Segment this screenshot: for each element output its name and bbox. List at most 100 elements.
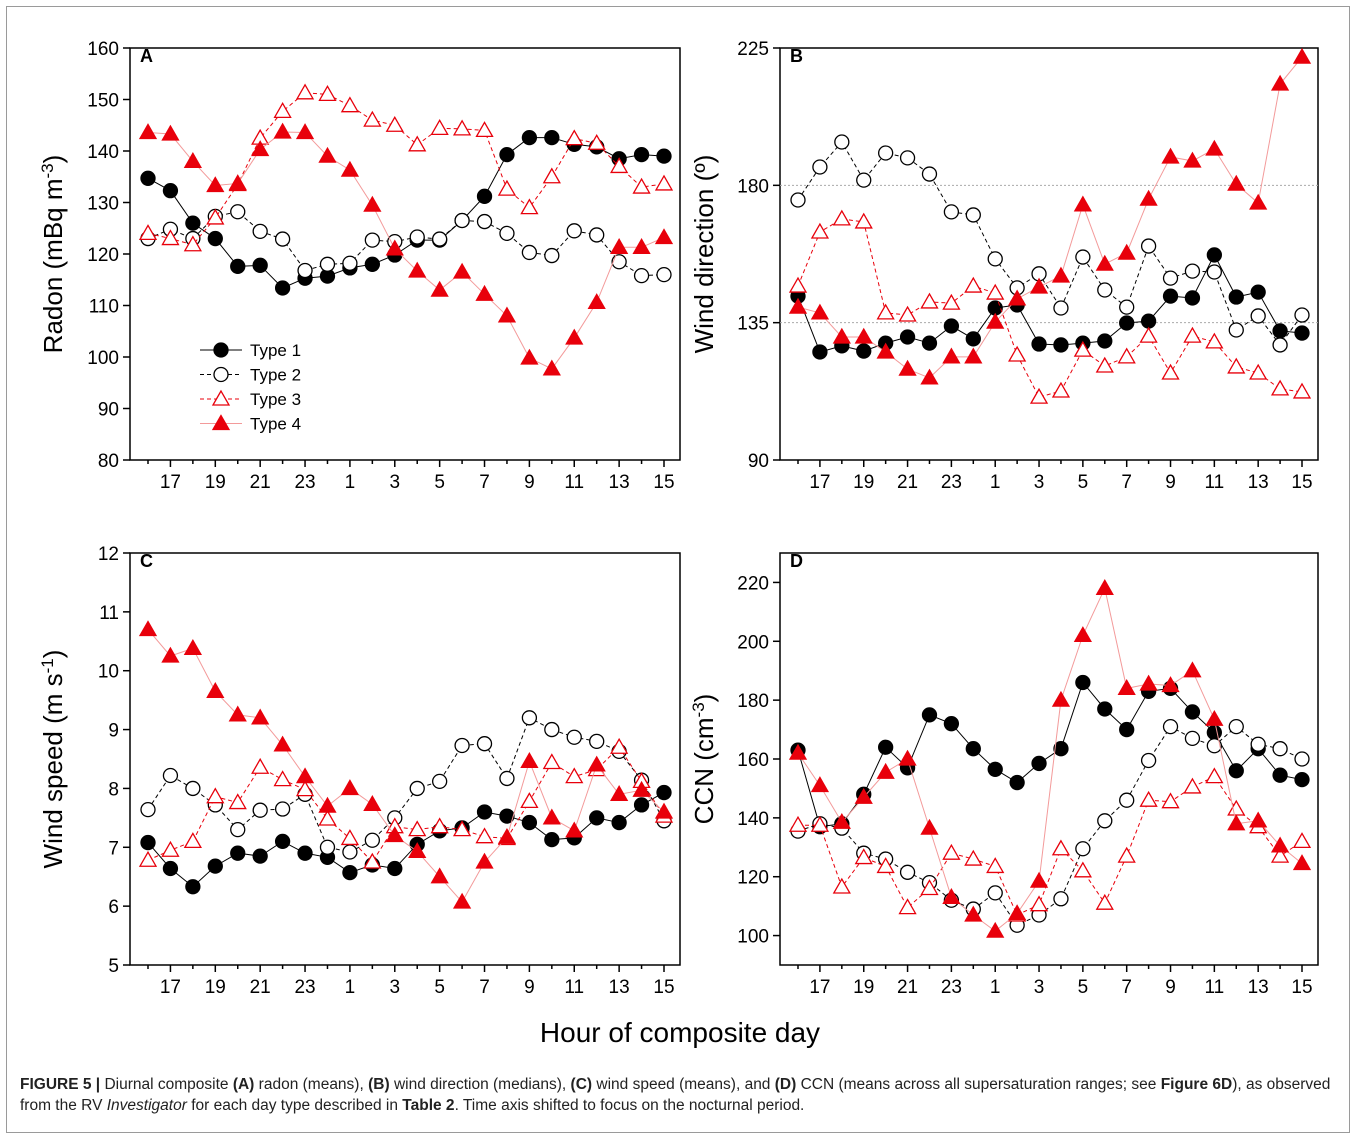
series-line <box>147 792 665 888</box>
x-tick-label: 23 <box>294 472 315 493</box>
marker <box>520 348 539 365</box>
marker <box>1292 854 1312 871</box>
marker <box>1294 771 1310 788</box>
marker <box>273 122 292 139</box>
marker <box>832 327 851 344</box>
marker <box>340 160 360 177</box>
marker <box>1228 763 1244 779</box>
x-tick-label: 11 <box>1204 977 1224 998</box>
marker <box>656 266 672 283</box>
x-tick-label: 1 <box>990 472 1001 493</box>
marker <box>566 223 582 239</box>
marker <box>942 888 961 904</box>
marker <box>565 821 584 838</box>
marker <box>1227 799 1246 816</box>
marker <box>1031 336 1047 352</box>
marker <box>1206 724 1222 741</box>
marker <box>1140 752 1157 769</box>
marker <box>274 801 291 817</box>
marker <box>161 646 180 663</box>
marker <box>162 767 179 784</box>
marker <box>986 312 1005 329</box>
marker <box>788 276 808 293</box>
marker <box>252 802 268 818</box>
marker <box>542 808 561 825</box>
marker <box>810 303 830 320</box>
x-tick-label: 9 <box>524 472 535 493</box>
marker <box>1051 381 1071 398</box>
marker <box>1227 357 1246 374</box>
x-tick-label: 9 <box>1165 977 1176 998</box>
marker <box>987 885 1003 901</box>
marker <box>475 852 494 869</box>
marker <box>162 860 179 877</box>
marker <box>1228 289 1244 305</box>
marker <box>520 752 539 769</box>
marker <box>632 237 651 254</box>
marker <box>986 857 1005 874</box>
marker <box>1227 174 1246 191</box>
marker <box>899 864 916 880</box>
x-tick-label: 17 <box>809 977 830 998</box>
marker <box>1161 792 1180 809</box>
marker <box>1249 193 1268 210</box>
marker <box>1051 266 1071 283</box>
marker <box>185 780 201 797</box>
marker <box>274 231 291 247</box>
y-tick-label: 6 <box>108 897 119 918</box>
marker <box>876 342 895 359</box>
marker <box>964 347 983 364</box>
y-tick-label: 120 <box>87 245 119 266</box>
marker <box>1029 871 1049 888</box>
marker <box>251 708 270 725</box>
y-axis-title: Wind direction (º) <box>689 155 719 354</box>
marker <box>251 757 270 774</box>
marker <box>521 814 538 831</box>
marker <box>611 254 627 270</box>
marker <box>432 231 448 247</box>
marker <box>854 787 873 804</box>
series-line <box>797 56 1303 379</box>
y-tick-label: 220 <box>737 573 769 594</box>
marker <box>1270 846 1290 863</box>
marker <box>542 753 561 770</box>
marker <box>1183 151 1202 168</box>
marker <box>788 815 808 832</box>
marker <box>788 297 808 314</box>
marker <box>520 792 539 809</box>
marker <box>1095 356 1114 373</box>
marker <box>228 174 247 191</box>
marker <box>499 770 515 787</box>
marker <box>1183 777 1202 794</box>
legend-label: Type 1 <box>250 341 301 360</box>
marker <box>409 229 425 245</box>
marker <box>387 860 403 877</box>
y-axis-title: Wind speed (m s-1) <box>38 650 69 869</box>
marker <box>544 831 560 848</box>
marker <box>544 247 560 264</box>
marker <box>920 368 939 385</box>
marker <box>1205 139 1224 156</box>
marker <box>363 195 382 212</box>
marker <box>228 793 247 810</box>
x-tick-label: 15 <box>653 472 674 493</box>
marker <box>856 172 872 188</box>
marker <box>363 852 382 869</box>
y-tick-label: 200 <box>737 632 769 653</box>
marker <box>1051 690 1071 707</box>
marker <box>297 845 313 861</box>
caption-part: ), as observed from the RV <box>20 1076 1331 1114</box>
marker <box>1249 363 1268 380</box>
y-tick-label: 150 <box>87 91 119 112</box>
marker <box>206 682 225 698</box>
marker <box>1139 674 1158 691</box>
marker <box>788 743 808 760</box>
x-tick-label: 21 <box>250 977 271 998</box>
marker <box>342 864 358 881</box>
legend-marker <box>211 389 231 406</box>
marker <box>544 129 560 146</box>
marker <box>161 229 180 246</box>
y-tick-label: 80 <box>98 451 119 472</box>
marker <box>1029 895 1049 912</box>
marker <box>1161 363 1180 380</box>
